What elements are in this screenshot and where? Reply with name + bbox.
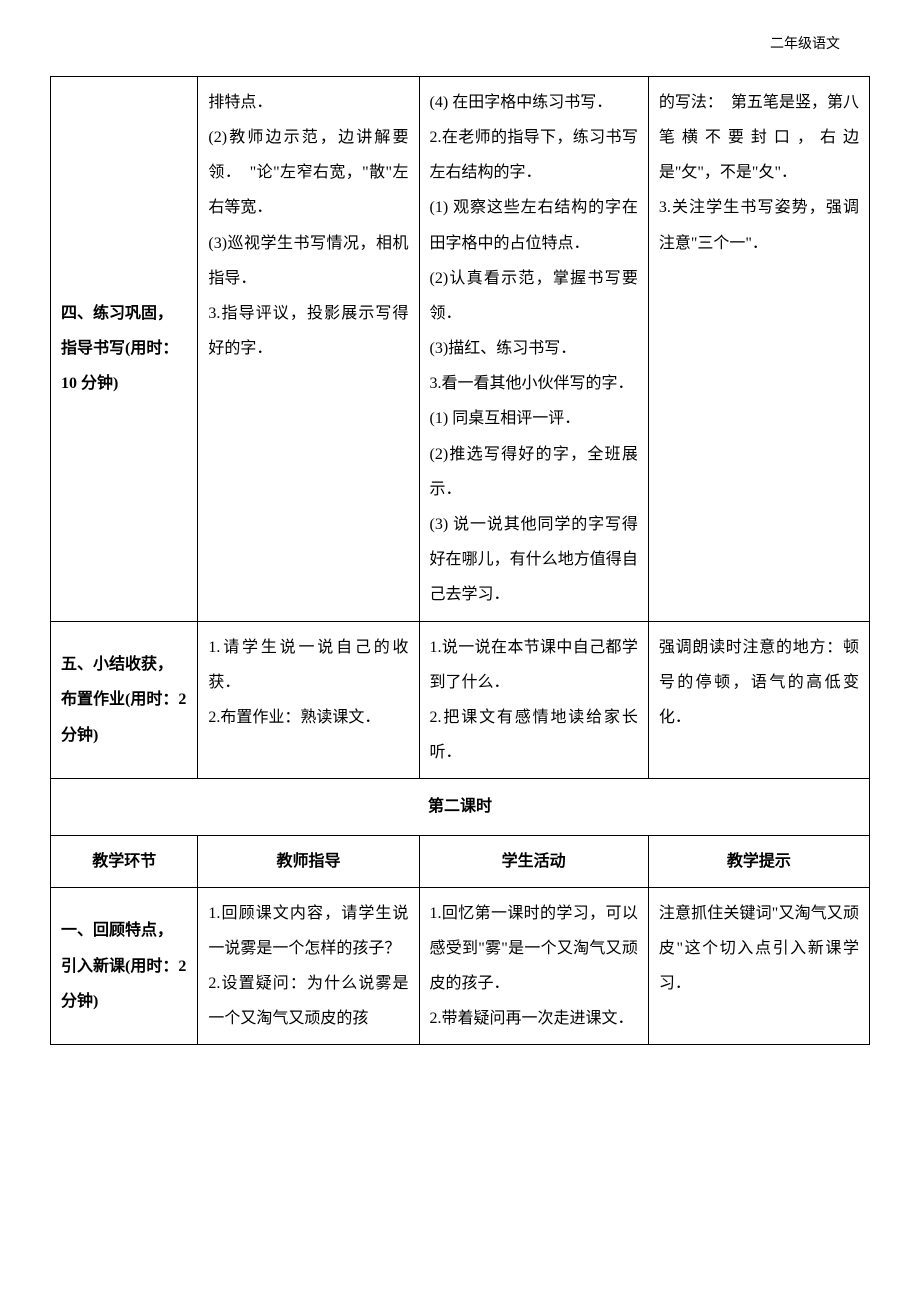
section-title-row: 第二课时 bbox=[51, 779, 870, 835]
header-student: 学生活动 bbox=[419, 835, 648, 887]
stage-label: 一、回顾特点，引入新课(用时：2 分钟) bbox=[61, 913, 187, 1019]
teacher-cell: 1.回顾课文内容，请学生说一说雾是一个怎样的孩子？ 2.设置疑问：为什么说雾是一… bbox=[198, 887, 419, 1045]
tips-cell: 的写法： 第五笔是竖，第八笔横不要封口，右边是"攵"，不是"夂"． 3.关注学生… bbox=[648, 76, 869, 621]
lesson-title: 第二课时 bbox=[51, 779, 870, 835]
student-cell: 1.说一说在本节课中自己都学到了什么． 2.把课文有感情地读给家长听． bbox=[419, 621, 648, 779]
stage-label: 四、练习巩固，指导书写(用时：10 分钟) bbox=[61, 296, 187, 402]
header-tips: 教学提示 bbox=[648, 835, 869, 887]
stage-cell: 五、小结收获，布置作业(用时：2 分钟) bbox=[51, 621, 198, 779]
lesson-plan-table: 四、练习巩固，指导书写(用时：10 分钟) 排特点． (2)教师边示范，边讲解要… bbox=[50, 76, 870, 1046]
page-header: 二年级语文 bbox=[50, 30, 870, 61]
tips-cell: 强调朗读时注意的地方：顿号的停顿，语气的高低变化． bbox=[648, 621, 869, 779]
tips-cell: 注意抓住关键词"又淘气又顽皮"这个切入点引入新课学习． bbox=[648, 887, 869, 1045]
teacher-cell: 1.请学生说一说自己的收获． 2.布置作业：熟读课文． bbox=[198, 621, 419, 779]
teacher-cell: 排特点． (2)教师边示范，边讲解要领． "论"左窄右宽，"散"左右等宽． (3… bbox=[198, 76, 419, 621]
header-stage: 教学环节 bbox=[51, 835, 198, 887]
table-row: 一、回顾特点，引入新课(用时：2 分钟) 1.回顾课文内容，请学生说一说雾是一个… bbox=[51, 887, 870, 1045]
stage-cell: 一、回顾特点，引入新课(用时：2 分钟) bbox=[51, 887, 198, 1045]
student-cell: 1.回忆第一课时的学习，可以感受到"雾"是一个又淘气又顽皮的孩子． 2.带着疑问… bbox=[419, 887, 648, 1045]
table-row: 四、练习巩固，指导书写(用时：10 分钟) 排特点． (2)教师边示范，边讲解要… bbox=[51, 76, 870, 621]
student-cell: (4) 在田字格中练习书写． 2.在老师的指导下，练习书写左右结构的字． (1)… bbox=[419, 76, 648, 621]
header-row: 教学环节 教师指导 学生活动 教学提示 bbox=[51, 835, 870, 887]
header-teacher: 教师指导 bbox=[198, 835, 419, 887]
table-row: 五、小结收获，布置作业(用时：2 分钟) 1.请学生说一说自己的收获． 2.布置… bbox=[51, 621, 870, 779]
stage-cell: 四、练习巩固，指导书写(用时：10 分钟) bbox=[51, 76, 198, 621]
stage-label: 五、小结收获，布置作业(用时：2 分钟) bbox=[61, 647, 187, 753]
